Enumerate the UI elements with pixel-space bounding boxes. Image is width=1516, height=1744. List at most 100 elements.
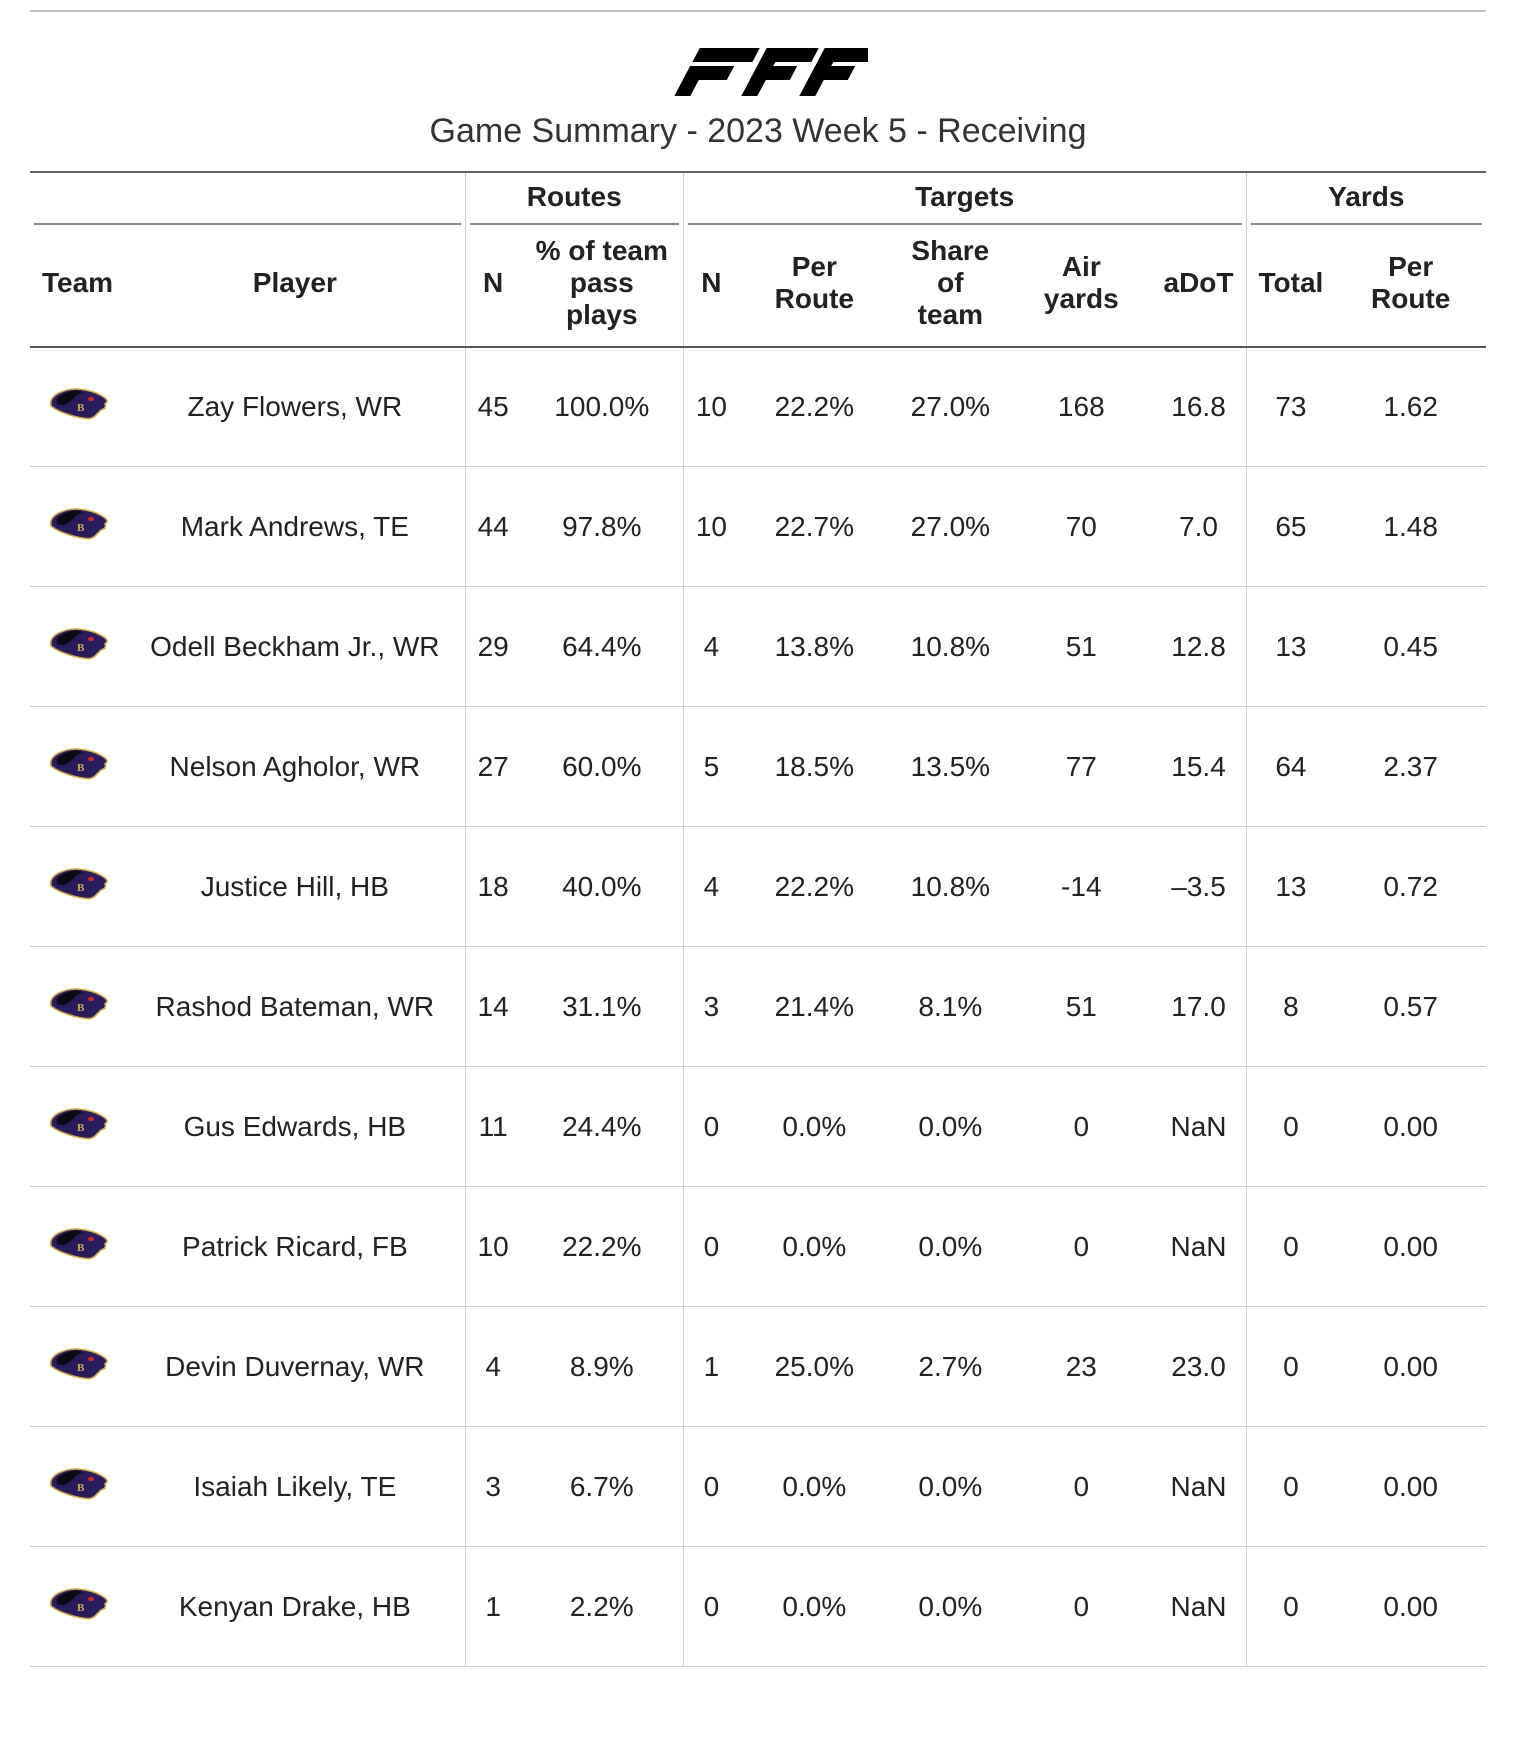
table-row: BZay Flowers, WR45100.0%1022.2%27.0%1681…: [30, 347, 1486, 467]
ravens-logo-icon: B: [47, 744, 109, 782]
svg-text:B: B: [77, 762, 85, 774]
cell-yards-perroute: 0.00: [1335, 1547, 1486, 1667]
svg-text:B: B: [77, 1242, 85, 1254]
cell-routes-n: 44: [465, 467, 521, 587]
cell-targets-adot: 15.4: [1152, 707, 1247, 827]
cell-targets-share: 13.5%: [890, 707, 1011, 827]
cell-routes-n: 11: [465, 1067, 521, 1187]
cell-targets-adot: 12.8: [1152, 587, 1247, 707]
cell-targets-adot: 17.0: [1152, 947, 1247, 1067]
col-targets-n: N: [683, 225, 739, 347]
ravens-logo-icon: B: [47, 984, 109, 1022]
cell-player: Patrick Ricard, FB: [125, 1187, 465, 1307]
cell-yards-total: 0: [1246, 1067, 1335, 1187]
cell-team: B: [30, 1427, 125, 1547]
cell-targets-n: 0: [683, 1427, 739, 1547]
cell-targets-share: 10.8%: [890, 587, 1011, 707]
cell-targets-air: 70: [1011, 467, 1151, 587]
cell-targets-air: 0: [1011, 1427, 1151, 1547]
cell-targets-adot: NaN: [1152, 1067, 1247, 1187]
cell-targets-perroute: 22.7%: [739, 467, 890, 587]
cell-targets-perroute: 0.0%: [739, 1427, 890, 1547]
col-targets-air: Air yards: [1011, 225, 1151, 347]
ravens-logo-icon: B: [47, 384, 109, 422]
cell-yards-perroute: 1.48: [1335, 467, 1486, 587]
cell-routes-pct: 40.0%: [521, 827, 684, 947]
cell-yards-total: 0: [1246, 1547, 1335, 1667]
ravens-logo-icon: B: [47, 1344, 109, 1382]
cell-routes-n: 18: [465, 827, 521, 947]
cell-targets-adot: 7.0: [1152, 467, 1247, 587]
cell-routes-n: 45: [465, 347, 521, 467]
cell-routes-n: 14: [465, 947, 521, 1067]
cell-yards-perroute: 0.00: [1335, 1307, 1486, 1427]
cell-targets-n: 0: [683, 1547, 739, 1667]
cell-yards-total: 65: [1246, 467, 1335, 587]
cell-routes-n: 10: [465, 1187, 521, 1307]
ravens-logo-icon: B: [47, 864, 109, 902]
cell-targets-adot: 23.0: [1152, 1307, 1247, 1427]
logo-row: [30, 12, 1486, 112]
cell-targets-air: -14: [1011, 827, 1151, 947]
cell-yards-total: 13: [1246, 587, 1335, 707]
cell-targets-share: 0.0%: [890, 1547, 1011, 1667]
cell-yards-perroute: 0.00: [1335, 1067, 1486, 1187]
cell-routes-pct: 24.4%: [521, 1067, 684, 1187]
cell-targets-share: 0.0%: [890, 1187, 1011, 1307]
cell-player: Justice Hill, HB: [125, 827, 465, 947]
ravens-logo-icon: B: [47, 624, 109, 662]
cell-yards-total: 8: [1246, 947, 1335, 1067]
cell-player: Rashod Bateman, WR: [125, 947, 465, 1067]
cell-routes-n: 1: [465, 1547, 521, 1667]
cell-targets-perroute: 0.0%: [739, 1187, 890, 1307]
cell-yards-total: 0: [1246, 1307, 1335, 1427]
col-targets-adot: aDoT: [1152, 225, 1247, 347]
cell-targets-adot: –3.5: [1152, 827, 1247, 947]
cell-yards-perroute: 0.57: [1335, 947, 1486, 1067]
cell-yards-perroute: 1.62: [1335, 347, 1486, 467]
table-row: BMark Andrews, TE4497.8%1022.7%27.0%707.…: [30, 467, 1486, 587]
table-row: BGus Edwards, HB1124.4%00.0%0.0%0NaN00.0…: [30, 1067, 1486, 1187]
col-routes-pct: % of teampass plays: [521, 225, 684, 347]
svg-text:B: B: [77, 882, 85, 894]
cell-targets-adot: NaN: [1152, 1187, 1247, 1307]
cell-team: B: [30, 1307, 125, 1427]
cell-routes-n: 3: [465, 1427, 521, 1547]
cell-targets-perroute: 0.0%: [739, 1067, 890, 1187]
cell-team: B: [30, 947, 125, 1067]
cell-player: Devin Duvernay, WR: [125, 1307, 465, 1427]
cell-player: Odell Beckham Jr., WR: [125, 587, 465, 707]
cell-targets-perroute: 25.0%: [739, 1307, 890, 1427]
cell-routes-pct: 22.2%: [521, 1187, 684, 1307]
col-group-targets: Targets: [683, 172, 1246, 225]
cell-targets-air: 51: [1011, 947, 1151, 1067]
ravens-logo-icon: B: [47, 1584, 109, 1622]
table-row: BJustice Hill, HB1840.0%422.2%10.8%-14–3…: [30, 827, 1486, 947]
cell-routes-n: 4: [465, 1307, 521, 1427]
cell-player: Gus Edwards, HB: [125, 1067, 465, 1187]
cell-targets-air: 168: [1011, 347, 1151, 467]
col-targets-perroute: Per Route: [739, 225, 890, 347]
cell-team: B: [30, 467, 125, 587]
cell-targets-share: 0.0%: [890, 1067, 1011, 1187]
cell-targets-perroute: 22.2%: [739, 827, 890, 947]
svg-text:B: B: [77, 1002, 85, 1014]
cell-yards-perroute: 2.37: [1335, 707, 1486, 827]
ravens-logo-icon: B: [47, 1464, 109, 1502]
svg-text:B: B: [77, 1602, 85, 1614]
table-row: BKenyan Drake, HB12.2%00.0%0.0%0NaN00.00: [30, 1547, 1486, 1667]
cell-player: Nelson Agholor, WR: [125, 707, 465, 827]
col-group-routes: Routes: [465, 172, 683, 225]
cell-yards-total: 13: [1246, 827, 1335, 947]
cell-team: B: [30, 347, 125, 467]
cell-targets-n: 0: [683, 1067, 739, 1187]
svg-text:B: B: [77, 1122, 85, 1134]
cell-targets-air: 0: [1011, 1067, 1151, 1187]
cell-team: B: [30, 587, 125, 707]
cell-player: Mark Andrews, TE: [125, 467, 465, 587]
cell-targets-n: 10: [683, 467, 739, 587]
cell-routes-n: 29: [465, 587, 521, 707]
cell-routes-pct: 2.2%: [521, 1547, 684, 1667]
cell-targets-air: 0: [1011, 1547, 1151, 1667]
cell-targets-share: 10.8%: [890, 827, 1011, 947]
